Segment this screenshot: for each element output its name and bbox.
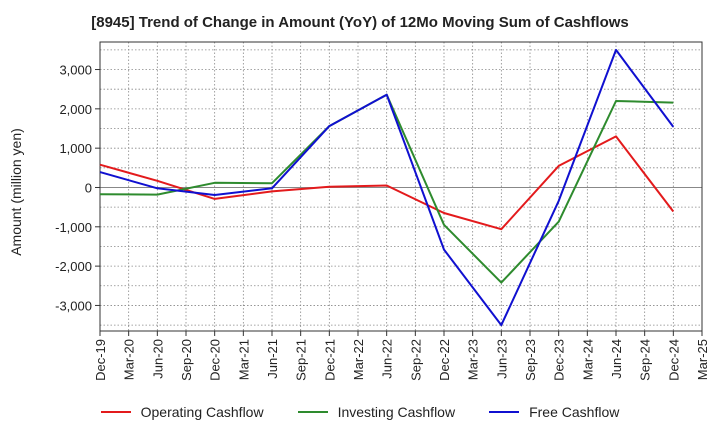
y-tick-label: -2,000 (55, 259, 92, 274)
legend-swatch-investing (297, 411, 328, 413)
chart-title: [8945] Trend of Change in Amount (YoY) o… (91, 14, 629, 31)
legend-swatch-free (489, 411, 520, 413)
legend-item-operating: Operating Cashflow (100, 404, 264, 420)
x-tick-label: Dec-19 (93, 339, 108, 381)
x-tick-label: Mar-23 (466, 339, 481, 380)
x-tick-label: Mar-24 (580, 339, 595, 380)
x-tick-label: Jun-22 (380, 339, 395, 379)
y-tick-label: -1,000 (55, 220, 92, 235)
x-tick-label: Dec-20 (208, 339, 223, 381)
x-tick-label: Sep-24 (638, 339, 653, 381)
y-tick-label: 3,000 (59, 63, 92, 78)
x-tick-label: Mar-22 (351, 339, 366, 380)
x-tick-label: Sep-23 (523, 339, 538, 381)
x-tick-label: Jun-24 (609, 339, 624, 379)
y-tick-label: 0 (85, 180, 92, 195)
x-tick-label: Sep-20 (179, 339, 194, 381)
x-tick-label: Dec-22 (437, 339, 452, 381)
legend-swatch-operating (100, 411, 131, 413)
legend-label-investing: Investing Cashflow (337, 404, 456, 420)
y-tick-label: -3,000 (55, 298, 92, 313)
x-tick-label: Sep-22 (408, 339, 423, 381)
x-tick-label: Jun-23 (494, 339, 509, 379)
x-tick-label: Sep-21 (294, 339, 309, 381)
x-tick-label: Dec-23 (552, 339, 567, 381)
x-tick-label: Mar-21 (236, 339, 251, 380)
legend: Operating Cashflow Investing Cashflow Fr… (0, 404, 720, 420)
y-tick-label: 2,000 (59, 102, 92, 117)
x-tick-label: Mar-20 (122, 339, 137, 380)
x-tick-label: Jun-20 (150, 339, 165, 379)
x-tick-label: Dec-21 (322, 339, 337, 381)
legend-label-operating: Operating Cashflow (140, 404, 264, 420)
legend-item-free: Free Cashflow (489, 404, 619, 420)
x-tick-label: Mar-25 (695, 339, 710, 380)
legend-item-investing: Investing Cashflow (297, 404, 456, 420)
legend-label-free: Free Cashflow (529, 404, 620, 420)
plot-frame (99, 41, 703, 332)
y-tick-label: 1,000 (59, 141, 92, 156)
x-tick-label: Jun-21 (265, 339, 280, 379)
series-line-free (99, 48, 675, 327)
x-tick-label: Dec-24 (666, 339, 681, 381)
